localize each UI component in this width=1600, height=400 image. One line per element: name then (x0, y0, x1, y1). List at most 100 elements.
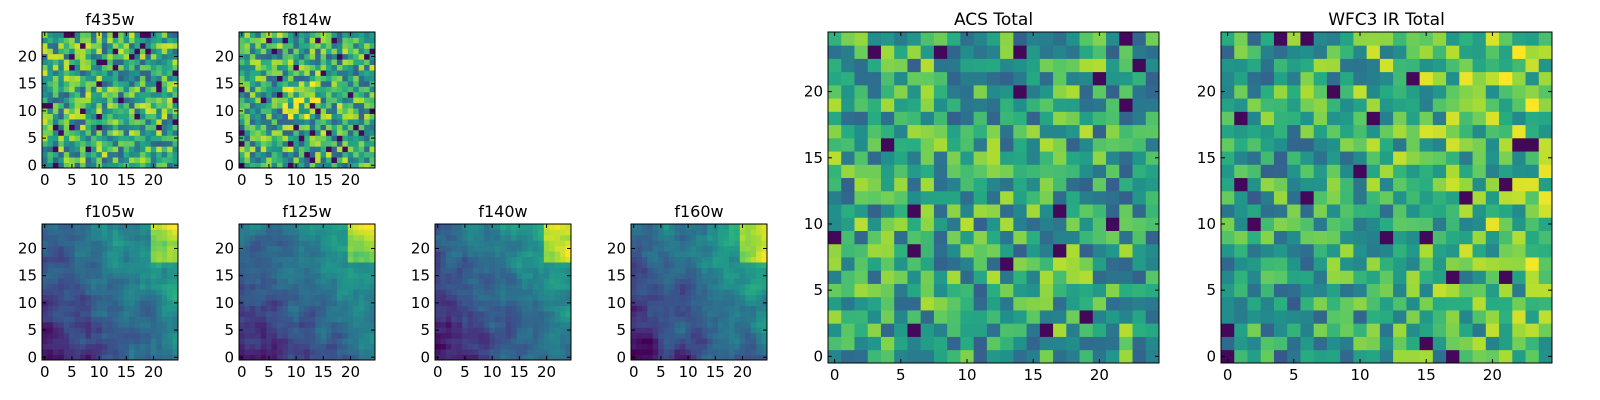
heatmap-cell (260, 146, 267, 153)
heatmap-cell (669, 327, 675, 334)
heatmap-cell (244, 289, 251, 296)
heatmap-cell (85, 300, 92, 306)
heatmap-cell (679, 316, 686, 323)
heatmap-cell (107, 311, 114, 317)
heatmap-cell (880, 204, 895, 218)
heatmap-cell (631, 332, 637, 339)
heatmap-cell (52, 135, 59, 142)
heatmap-cell (750, 316, 757, 323)
heatmap-cell (271, 224, 278, 230)
heatmap-cell (1300, 243, 1315, 258)
heatmap-cell (123, 294, 130, 301)
heatmap-cell (112, 129, 119, 136)
heatmap-cell (1313, 190, 1328, 205)
heatmap-cell (315, 338, 321, 345)
heatmap-cell (451, 294, 458, 301)
heatmap-cell (101, 75, 108, 82)
heatmap-cell (96, 151, 103, 158)
heatmap-cell (494, 262, 501, 268)
heatmap-cell (973, 164, 988, 179)
heatmap-cell (696, 305, 703, 312)
heatmap-cell (139, 349, 146, 355)
heatmap-cell (467, 294, 474, 301)
heatmap-cell (636, 278, 643, 285)
heatmap-cell (1326, 164, 1341, 179)
heatmap-cell (440, 338, 447, 345)
heatmap-cell (483, 229, 490, 236)
heatmap-cell (134, 151, 141, 158)
heatmap-cell (42, 262, 48, 268)
heatmap-cell (287, 97, 294, 104)
heatmap-cell (674, 289, 681, 296)
heatmap-cell (90, 343, 97, 350)
heatmap-cell (282, 272, 289, 279)
heatmap-cell (1485, 217, 1500, 231)
heatmap-cell (107, 245, 114, 252)
heatmap-cell (156, 157, 163, 163)
heatmap-cell (1525, 204, 1540, 218)
heatmap-cell (123, 278, 130, 285)
heatmap-cell (440, 224, 447, 230)
heatmap-cell (287, 283, 294, 290)
heatmap-cell (1326, 190, 1341, 205)
heatmap-cell (249, 70, 256, 76)
heatmap-cell (161, 272, 168, 279)
heatmap-cell (63, 102, 70, 109)
heatmap-cell (364, 316, 370, 323)
heatmap-cell (451, 321, 458, 328)
heatmap-cell (960, 58, 975, 73)
heatmap-cell (364, 251, 370, 258)
heatmap-cell (369, 224, 376, 230)
heatmap-cell (1221, 349, 1235, 364)
heatmap-cell (347, 53, 354, 60)
heatmap-cell (315, 256, 321, 263)
heatmap-cell (516, 343, 523, 350)
heatmap-cell (723, 354, 730, 361)
heatmap-cell (1145, 32, 1160, 46)
heatmap-cell (1092, 296, 1107, 311)
heatmap-cell (326, 75, 332, 82)
heatmap-cell (353, 224, 360, 230)
heatmap-cell (150, 146, 157, 153)
heatmap-cell (315, 32, 321, 38)
y-tick-label: 20 (804, 83, 823, 101)
heatmap-cell (255, 53, 262, 60)
x-tick-label: 10 (957, 366, 976, 384)
heatmap-cell (652, 251, 659, 258)
heatmap-cell (750, 272, 757, 279)
heatmap-cell (1366, 204, 1381, 218)
heatmap-cell (331, 113, 338, 120)
heatmap-cell (986, 164, 1001, 179)
heatmap-cell (161, 135, 168, 142)
heatmap-cell (107, 338, 114, 345)
heatmap-cell (161, 224, 168, 230)
heatmap-cell (298, 32, 305, 38)
heatmap-cell (522, 349, 528, 355)
heatmap-cell (1538, 283, 1553, 298)
heatmap-cell (554, 311, 561, 317)
heatmap-cell (907, 84, 922, 99)
heatmap-cell (483, 332, 490, 339)
heatmap-cell (658, 267, 665, 274)
heatmap-cell (342, 229, 349, 236)
heatmap-cell (287, 140, 294, 147)
heatmap-cell (1313, 283, 1328, 298)
heatmap-cell (298, 316, 305, 323)
heatmap-cell (445, 267, 452, 274)
heatmap-cell (167, 146, 173, 153)
heatmap-cell (277, 124, 283, 131)
heatmap-cell (239, 97, 245, 104)
heatmap-cell (462, 245, 469, 252)
heatmap-cell (255, 140, 262, 147)
heatmap-cell (745, 354, 752, 361)
heatmap-cell (679, 278, 686, 285)
heatmap-cell (80, 300, 86, 306)
heatmap-cell (336, 59, 343, 66)
heatmap-cell (565, 332, 572, 339)
heatmap-cell (298, 140, 305, 147)
heatmap-cell (347, 97, 354, 104)
heatmap-cell (74, 224, 81, 230)
heatmap-cell (118, 97, 124, 104)
heatmap-cell (473, 224, 479, 230)
